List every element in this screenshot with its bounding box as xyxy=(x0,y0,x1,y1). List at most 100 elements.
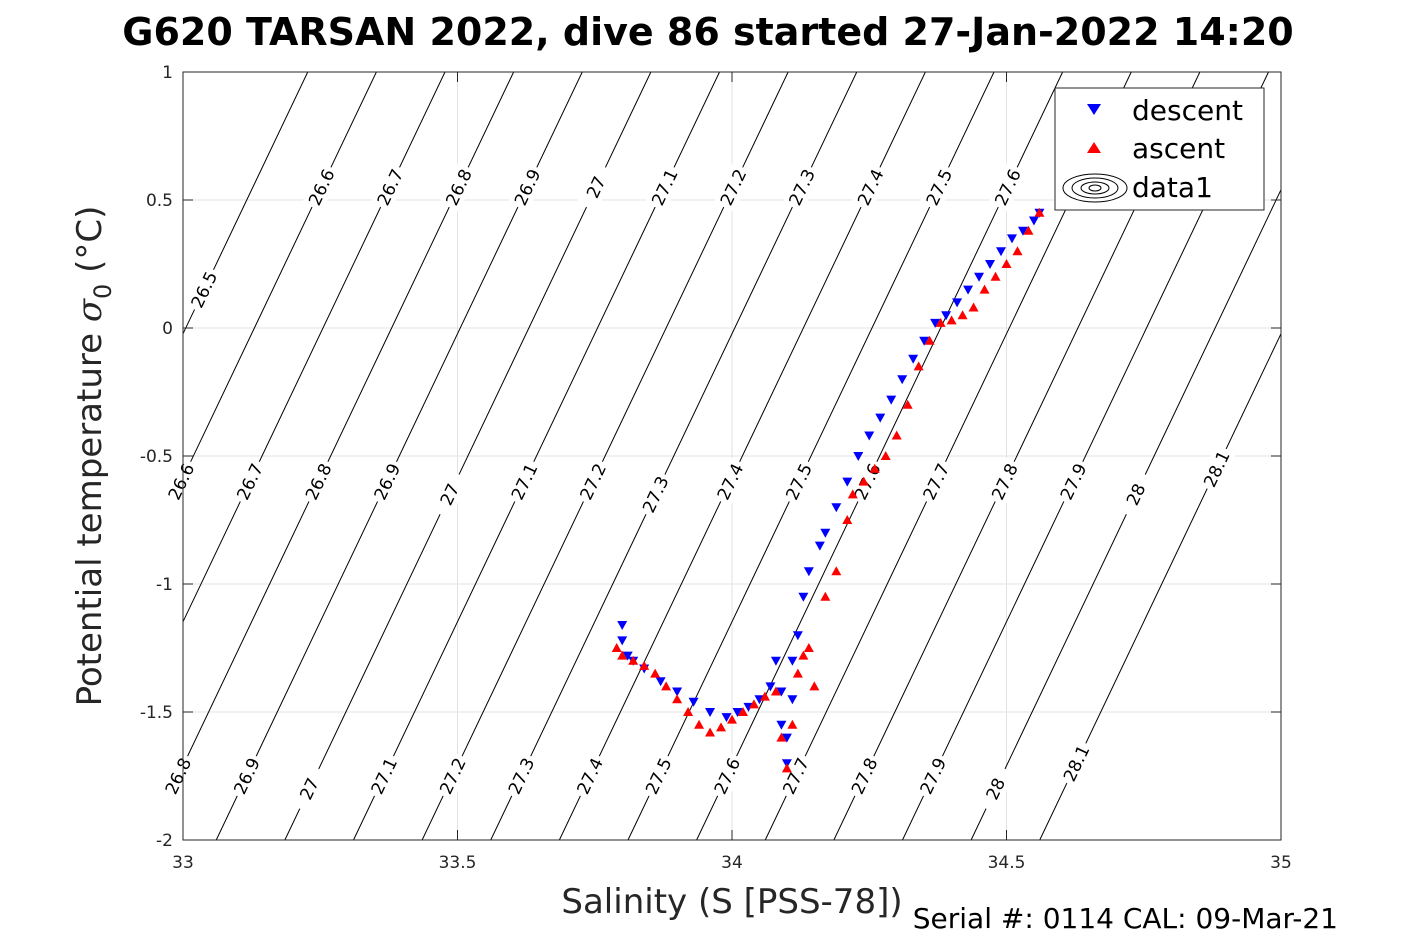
ascent-point xyxy=(957,310,968,320)
ascent-point xyxy=(990,271,1001,281)
ascent-point xyxy=(770,686,781,696)
descent-point xyxy=(853,452,864,461)
y-tick-label: 1 xyxy=(162,63,173,83)
isopycnal-line xyxy=(183,72,309,335)
ascent-point xyxy=(869,463,880,473)
descent-point xyxy=(792,631,803,641)
ascent-point xyxy=(672,694,683,704)
contour-label-bg xyxy=(367,457,407,507)
descent-point xyxy=(776,720,787,730)
y-tick-label: -2 xyxy=(156,831,173,851)
contour-label-bg xyxy=(913,751,953,801)
descent-point xyxy=(974,272,985,282)
contour-label-bg xyxy=(299,457,338,507)
ascent-point xyxy=(650,668,661,678)
serial-cal-footer: Serial #: 0114 CAL: 09-Mar-21 xyxy=(913,902,1338,935)
descent-point xyxy=(721,713,732,723)
ascent-point xyxy=(759,691,770,701)
descent-point xyxy=(1006,234,1017,244)
descent-point xyxy=(985,260,996,269)
contour-label-bg xyxy=(776,751,816,801)
descent-point xyxy=(820,528,831,538)
y-tick-label: -1 xyxy=(156,575,173,595)
descent-point xyxy=(781,733,792,743)
ascent-point xyxy=(705,727,716,737)
descent-point xyxy=(776,687,787,697)
ascent-point xyxy=(727,714,737,724)
descent-point xyxy=(886,395,897,405)
ascent-point xyxy=(820,591,831,601)
ascent-point xyxy=(716,722,727,732)
contour-label-bg xyxy=(161,457,201,507)
x-axis-ticks: 33 33.5 34 34.5 35 xyxy=(172,72,1292,873)
descent-point xyxy=(996,247,1007,257)
contour-label-bg xyxy=(227,751,267,801)
descent-point xyxy=(705,708,716,717)
legend-descent-label: descent xyxy=(1132,94,1243,127)
contour-label-bg xyxy=(576,162,616,212)
descent-point xyxy=(770,656,781,666)
contour-label-bg xyxy=(976,764,1015,814)
y-axis-label-prefix: Potential temperature xyxy=(70,322,110,706)
ascent-point xyxy=(1034,207,1045,217)
y-tick-label: 0.5 xyxy=(146,191,173,211)
x-tick-label: 34 xyxy=(721,853,743,873)
descent-point xyxy=(1017,226,1028,236)
ascent-point xyxy=(737,707,748,716)
y-axis-label-sigma: σ xyxy=(70,298,110,322)
y-tick-label: -1.5 xyxy=(140,703,173,723)
contour-label-bg xyxy=(439,162,479,212)
ascent-point xyxy=(781,763,792,773)
ascent-point xyxy=(891,430,902,440)
descent-point xyxy=(798,592,809,602)
descent-point xyxy=(842,477,853,487)
descent-point xyxy=(1028,216,1039,226)
descent-point xyxy=(732,708,743,717)
ascent-point xyxy=(1023,225,1034,235)
descent-point xyxy=(622,651,633,661)
x-tick-label: 33 xyxy=(172,853,194,873)
ascent-point xyxy=(913,361,924,371)
contour-label-bg xyxy=(916,457,956,507)
contour-label-bg xyxy=(985,457,1025,507)
contour-label-bg xyxy=(844,751,884,801)
ascent-point xyxy=(628,655,639,665)
contour-label-bg xyxy=(707,751,747,801)
contour-label-bg xyxy=(851,162,890,212)
y-tick-label: -0.5 xyxy=(140,447,173,467)
contour-label-bg xyxy=(639,751,678,801)
descent-point xyxy=(941,311,952,321)
legend-data1-label: data1 xyxy=(1132,171,1213,204)
x-tick-label: 34.5 xyxy=(988,853,1026,873)
descent-point xyxy=(930,318,941,328)
ascent-point xyxy=(858,476,869,486)
descent-point xyxy=(963,285,974,295)
ascent-point xyxy=(617,650,628,660)
descent-point xyxy=(814,541,825,551)
contour-label-bg xyxy=(504,457,544,507)
descent-point xyxy=(897,375,908,385)
contour-label-bg xyxy=(988,162,1028,212)
contour-label-bg xyxy=(713,162,753,212)
ascent-point xyxy=(803,643,814,652)
descent-point xyxy=(617,620,628,630)
ascent-point xyxy=(776,732,787,742)
ascent-point xyxy=(798,650,809,660)
contour-label-bg xyxy=(1197,444,1237,494)
contour-label-bg xyxy=(501,751,541,801)
legend-ascent-marker xyxy=(1087,142,1101,153)
data-points xyxy=(611,207,1045,773)
ascent-point xyxy=(809,681,820,691)
ascent-point xyxy=(787,719,798,729)
x-tick-label: 35 xyxy=(1270,853,1292,873)
contour-label-bg xyxy=(430,469,469,519)
contour-label-bg xyxy=(1116,469,1156,519)
ascent-point xyxy=(831,566,842,576)
contour-label-bg xyxy=(433,751,473,801)
descent-point xyxy=(908,354,919,364)
contour-label-bg xyxy=(507,162,547,212)
contour-label-bg xyxy=(710,457,750,507)
contour-label-bg xyxy=(289,764,329,814)
y-tick-label: 0 xyxy=(162,319,173,339)
